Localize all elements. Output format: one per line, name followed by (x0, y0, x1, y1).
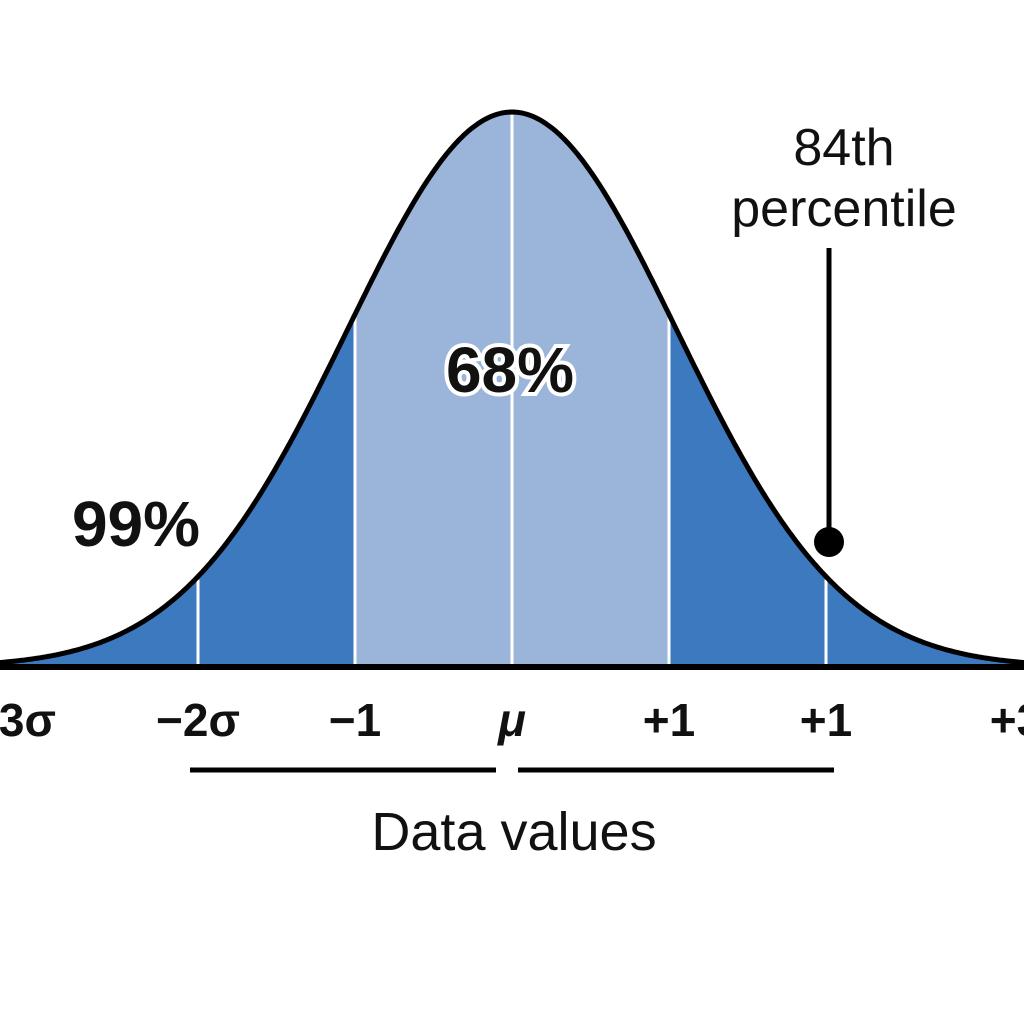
outer-percentage-label: 99% (72, 488, 200, 560)
percentile-label-line2: percentile (731, 180, 956, 238)
bell-curve (0, 109, 1024, 666)
sigma-dividers (196, 115, 828, 667)
band-4 (826, 576, 1024, 667)
inner-percentage-label: 68% (446, 334, 574, 406)
band-3 (669, 314, 826, 667)
x-tick-labels: −3σ −2σ −1 μ +1 +1 +3 (0, 694, 1024, 746)
x-tick-label-3: μ (496, 694, 526, 746)
x-tick-label-6: +3 (990, 694, 1024, 746)
x-tick-label-4: +1 (643, 694, 695, 746)
band-1 (198, 314, 355, 667)
x-tick-label-5: +1 (800, 694, 852, 746)
percentile-marker-dot (814, 527, 844, 557)
x-tick-label-0: −3σ (0, 694, 56, 746)
x-tick-label-1: −2σ (156, 694, 240, 746)
x-tick-label-2: −1 (329, 694, 381, 746)
band-0 (0, 576, 198, 667)
percentile-label-line1: 84th (793, 119, 894, 177)
x-axis-title: Data values (371, 802, 656, 862)
